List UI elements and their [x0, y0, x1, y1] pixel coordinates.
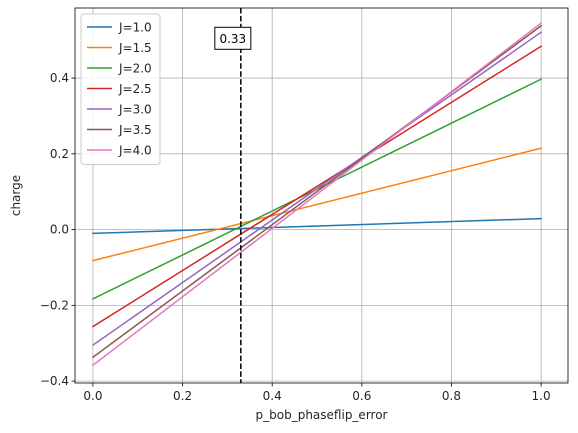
- y-tick-label: 0.0: [50, 223, 69, 237]
- x-tick-label: 0.4: [263, 389, 282, 403]
- annotation-box: [214, 26, 252, 50]
- axis-ticks: 0.0 0.2 0.4 0.6 0.8 1.0 −0.4 −0.2 0.0 0.2 0.4: [40, 71, 551, 403]
- x-tick-label: 0.8: [442, 389, 461, 403]
- series-line: [91, 45, 543, 328]
- legend-label: J=3.5: [118, 123, 152, 137]
- x-axis-label: p_bob_phaseflip_error: [256, 408, 388, 422]
- series-line: [91, 22, 543, 367]
- series-lines: [91, 22, 543, 367]
- y-axis-label: charge: [9, 175, 23, 216]
- series-line: [92, 147, 543, 262]
- legend-label: J=1.5: [118, 41, 152, 55]
- y-tick-label: −0.4: [40, 374, 69, 388]
- series-line: [91, 31, 543, 347]
- legend-label: J=2.5: [118, 82, 152, 96]
- legend-label: J=2.0: [118, 62, 152, 76]
- annotation: 0.33: [214, 26, 252, 50]
- y-tick-label: 0.4: [50, 71, 69, 85]
- x-tick-label: 0.0: [83, 389, 102, 403]
- x-tick-label: 0.6: [352, 389, 371, 403]
- x-tick-label: 1.0: [532, 389, 551, 403]
- series-line: [92, 217, 542, 235]
- y-tick-label: 0.2: [50, 147, 69, 161]
- legend-label: J=3.0: [118, 103, 152, 117]
- annotation-label: 0.33: [219, 32, 246, 46]
- legend-label: J=4.0: [118, 144, 152, 158]
- plot-frame: [74, 7, 569, 384]
- legend: J=1.0 J=1.5 J=2.0 J=2.5 J=3.0 J=3.5 J=4.0: [80, 13, 161, 165]
- grid: [75, 8, 568, 383]
- legend-box: [80, 13, 161, 165]
- y-tick-label: −0.2: [40, 298, 69, 312]
- legend-label: J=1.0: [118, 21, 152, 35]
- x-tick-label: 0.2: [173, 389, 192, 403]
